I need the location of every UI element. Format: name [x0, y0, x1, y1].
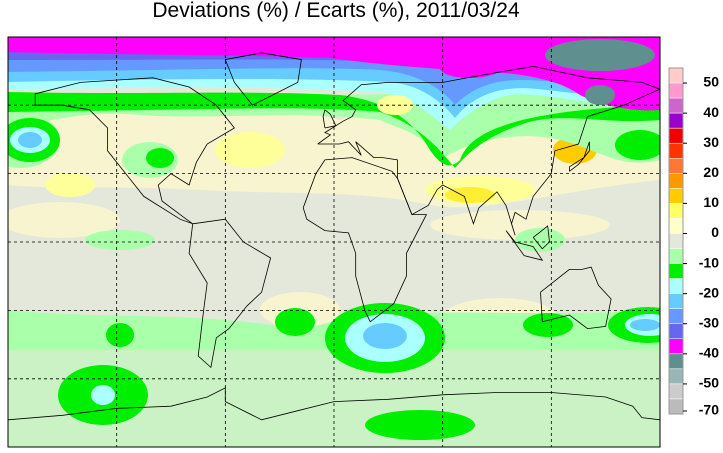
colorbar-swatch [668, 353, 684, 370]
colorbar-tick-label: 50 [703, 74, 719, 90]
colorbar-swatch [668, 308, 684, 324]
colorbar-swatch [668, 173, 684, 189]
colorbar-tick-label: 30 [703, 134, 719, 150]
coastline [505, 230, 544, 261]
colorbar-swatch [668, 383, 684, 400]
coastline [569, 141, 590, 172]
colorbar-swatch [668, 398, 684, 415]
colorbar-swatch [668, 338, 684, 355]
colorbar-swatch [668, 142, 684, 159]
coastline [317, 65, 660, 236]
coastline [302, 157, 428, 323]
colorbar-swatch [668, 233, 684, 249]
colorbar-tick-label: -30 [699, 314, 719, 330]
graticule [8, 37, 660, 447]
colorbar-tick-label: -20 [699, 284, 719, 300]
coastline [322, 109, 337, 129]
colorbar-swatch [668, 323, 684, 340]
colorbar-swatch [668, 158, 684, 174]
colorbar: 50 40 30 20 10 0 -10 -20 -30 -40 -50 -70 [668, 67, 719, 418]
colorbar-swatch [668, 218, 684, 234]
colorbar-swatch [668, 97, 684, 114]
colorbar-swatch [668, 203, 684, 219]
colorbar-swatch [668, 112, 684, 129]
colorbar-tick-label: -50 [699, 375, 719, 391]
colorbar-swatch [668, 67, 684, 84]
colorbar-swatch [668, 127, 684, 144]
colorbar-swatch [668, 293, 684, 309]
coastlines [8, 52, 660, 421]
coastline [188, 218, 272, 369]
colorbar-swatch [668, 263, 684, 279]
colorbar-tick-label: -70 [699, 402, 719, 418]
coastline [224, 52, 302, 106]
colorbar-tick-label: 20 [703, 164, 719, 180]
coastline [540, 266, 612, 330]
colorbar-tick-label: 10 [703, 194, 719, 210]
colorbar-tick-label: -10 [699, 254, 719, 270]
colorbar-swatch [668, 188, 684, 204]
colorbar-frame [668, 67, 684, 415]
colorbar-swatch [668, 278, 684, 294]
colorbar-swatch [668, 82, 684, 99]
colorbar-swatch [668, 248, 684, 264]
coastline [34, 77, 235, 225]
map-title: Deviations (%) / Ecarts (%), 2011/03/24 [152, 0, 520, 22]
colorbar-tick-label: -40 [699, 345, 719, 361]
colorbar-tick-label: 40 [703, 104, 719, 120]
colorbar-swatch [668, 368, 684, 385]
colorbar-tick-label: 0 [711, 224, 719, 240]
coastline [8, 387, 660, 421]
map-frame [7, 36, 661, 448]
